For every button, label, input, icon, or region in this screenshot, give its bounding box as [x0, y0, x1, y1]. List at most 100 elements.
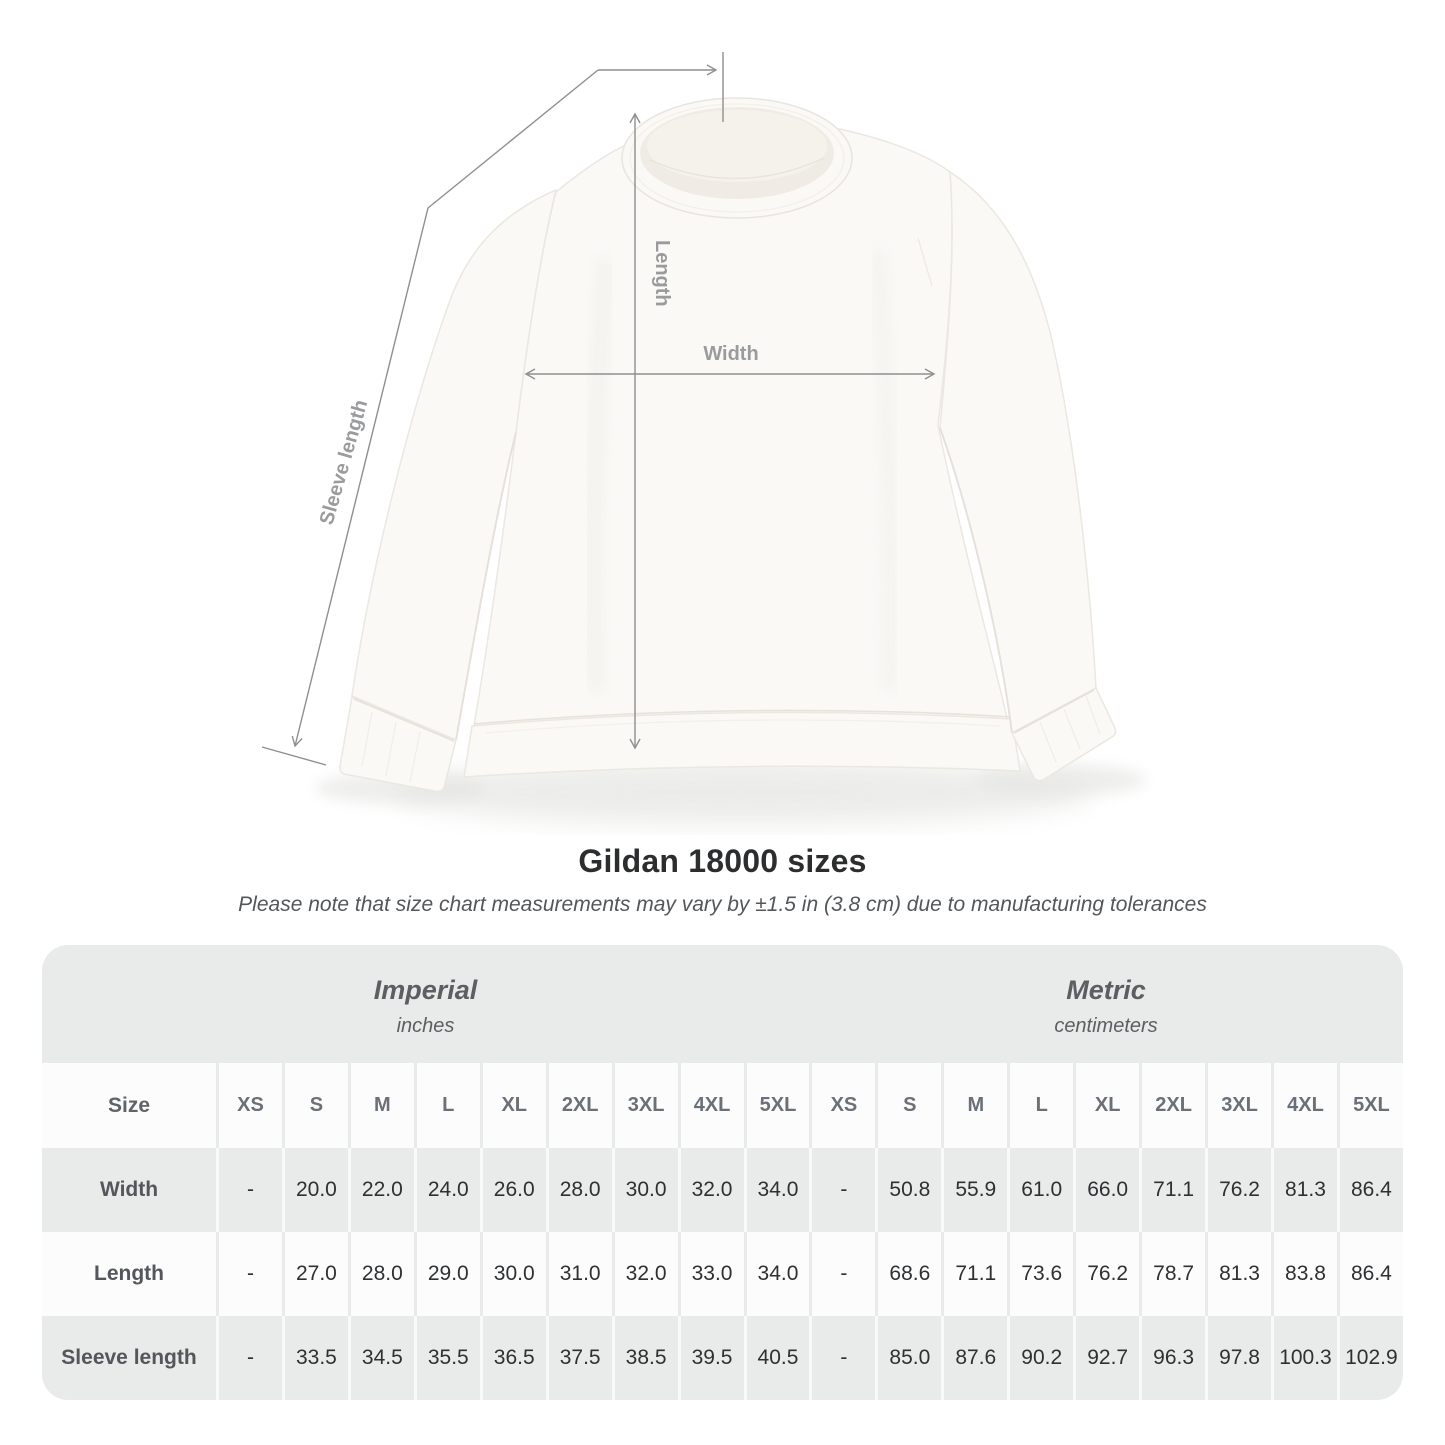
value-cell-imperial: 33.0 — [677, 1232, 744, 1316]
waistband — [463, 709, 1021, 778]
garment-diagram: Width Length Sleeve length — [261, 52, 1147, 824]
size-col-imperial-2xl: 2XL — [545, 1063, 612, 1148]
value-cell-imperial: 28.0 — [545, 1148, 612, 1232]
value-cell-metric: 76.2 — [1073, 1232, 1139, 1316]
value-cell-metric: 85.0 — [875, 1316, 941, 1400]
value-cell-imperial: - — [216, 1232, 282, 1316]
value-cell-metric: 97.8 — [1205, 1316, 1271, 1400]
size-col-imperial-3xl: 3XL — [611, 1063, 678, 1148]
size-col-imperial-xs: XS — [216, 1063, 282, 1148]
value-cell-imperial: 38.5 — [611, 1316, 678, 1400]
units-header: Imperial inches Metric centimeters — [42, 945, 1403, 1063]
value-cell-metric: 83.8 — [1271, 1232, 1337, 1316]
value-cell-metric: 102.9 — [1336, 1316, 1403, 1400]
size-col-metric-xs: XS — [809, 1063, 875, 1148]
value-cell-imperial: 40.5 — [743, 1316, 810, 1400]
value-cell-metric: 73.6 — [1007, 1232, 1073, 1316]
value-cell-imperial: 34.0 — [743, 1232, 810, 1316]
value-cell-imperial: 27.0 — [281, 1232, 348, 1316]
size-col-imperial-l: L — [413, 1063, 480, 1148]
cuff-tick — [261, 746, 327, 766]
value-cell-imperial: 33.5 — [281, 1316, 348, 1400]
value-cell-imperial: 26.0 — [479, 1148, 546, 1232]
metric-unit: centimeters — [1054, 1014, 1158, 1037]
imperial-section-header: Imperial inches — [42, 945, 809, 1063]
value-cell-imperial: 32.0 — [611, 1232, 678, 1316]
value-cell-metric: 87.6 — [941, 1316, 1007, 1400]
size-col-metric-5xl: 5XL — [1336, 1063, 1403, 1148]
table-row-length: Length -27.0 28.0 29.0 30.0 31.0 32.0 33.0 34.0-… — [42, 1232, 1403, 1316]
value-cell-metric: 50.8 — [875, 1148, 941, 1232]
row-label: Sleeve length — [61, 1346, 197, 1369]
size-header-row: Size XS S M L XL 2XL 3XL 4XL 5XL XS S M L XL 2XL 3XL 4XL… — [42, 1063, 1403, 1148]
collar — [621, 97, 853, 219]
metric-section-header: Metric centimeters — [809, 945, 1403, 1063]
value-cell-imperial: 34.5 — [347, 1316, 414, 1400]
value-cell-metric: 78.7 — [1139, 1232, 1205, 1316]
size-header-label: Size — [107, 1093, 151, 1117]
imperial-title: Imperial — [373, 974, 478, 1005]
size-col-metric-s: S — [875, 1063, 941, 1148]
value-cell-metric: 71.1 — [941, 1232, 1007, 1316]
table-body: Width -20.0 22.0 24.0 26.0 28.0 30.0 32.0 34.0-5… — [42, 1148, 1403, 1400]
table-row-sleeve-length: Sleeve length -33.5 34.5 35.5 36.5 37.5 38.5 39… — [42, 1316, 1403, 1400]
value-cell-metric: - — [809, 1148, 875, 1232]
left-sleeve — [339, 188, 558, 793]
value-cell-imperial: 22.0 — [347, 1148, 414, 1232]
size-col-metric-m: M — [941, 1063, 1007, 1148]
right-sleeve — [917, 170, 1117, 782]
metric-title: Metric — [1066, 974, 1146, 1005]
value-cell-metric: 90.2 — [1007, 1316, 1073, 1400]
sleeve-length-label: Sleeve length — [316, 397, 373, 527]
width-label: Width — [703, 343, 758, 365]
value-cell-imperial: 36.5 — [479, 1316, 546, 1400]
value-cell-metric: 86.4 — [1336, 1148, 1403, 1232]
value-cell-metric: 81.3 — [1271, 1148, 1337, 1232]
sweatshirt-illustration: Width Length Sleeve length — [261, 52, 1147, 824]
imperial-unit: inches — [396, 1014, 455, 1037]
value-cell-imperial: 30.0 — [479, 1232, 546, 1316]
value-cell-imperial: 24.0 — [413, 1148, 480, 1232]
size-table: Imperial inches Metric centimeters Size … — [42, 945, 1403, 1400]
page-title: Gildan 18000 sizes — [578, 843, 867, 879]
size-col-metric-2xl: 2XL — [1139, 1063, 1205, 1148]
value-cell-imperial: - — [216, 1316, 282, 1400]
value-cell-imperial: 35.5 — [413, 1316, 480, 1400]
value-cell-imperial: - — [216, 1148, 282, 1232]
size-col-imperial-4xl: 4XL — [677, 1063, 744, 1148]
value-cell-imperial: 20.0 — [281, 1148, 348, 1232]
size-col-imperial-s: S — [281, 1063, 348, 1148]
value-cell-metric: - — [809, 1316, 875, 1400]
value-cell-imperial: 34.0 — [743, 1148, 810, 1232]
size-col-imperial-xl: XL — [479, 1063, 546, 1148]
value-cell-imperial: 31.0 — [545, 1232, 612, 1316]
value-cell-metric: 100.3 — [1271, 1316, 1337, 1400]
value-cell-metric: 71.1 — [1139, 1148, 1205, 1232]
value-cell-imperial: 37.5 — [545, 1316, 612, 1400]
value-cell-metric: - — [809, 1232, 875, 1316]
row-label: Length — [94, 1262, 164, 1285]
value-cell-imperial: 29.0 — [413, 1232, 480, 1316]
size-col-metric-4xl: 4XL — [1271, 1063, 1337, 1148]
value-cell-metric: 86.4 — [1336, 1232, 1403, 1316]
value-cell-imperial: 32.0 — [677, 1148, 744, 1232]
left-cuff — [339, 695, 457, 793]
value-cell-metric: 92.7 — [1073, 1316, 1139, 1400]
right-cuff — [1011, 686, 1117, 782]
value-cell-metric: 68.6 — [875, 1232, 941, 1316]
table-row-width: Width -20.0 22.0 24.0 26.0 28.0 30.0 32.0 34.0-5… — [42, 1148, 1403, 1232]
value-cell-metric: 61.0 — [1007, 1148, 1073, 1232]
size-col-imperial-5xl: 5XL — [743, 1063, 810, 1148]
value-cell-imperial: 28.0 — [347, 1232, 414, 1316]
sleeve-arrow — [291, 69, 599, 748]
value-cell-metric: 55.9 — [941, 1148, 1007, 1232]
size-col-metric-l: L — [1007, 1063, 1073, 1148]
page-subtitle: Please note that size chart measurements… — [238, 893, 1207, 916]
length-label: Length — [651, 240, 673, 307]
size-col-metric-3xl: 3XL — [1205, 1063, 1271, 1148]
garment-shadow — [315, 760, 1147, 824]
value-cell-metric: 96.3 — [1139, 1316, 1205, 1400]
value-cell-metric: 76.2 — [1205, 1148, 1271, 1232]
value-cell-metric: 81.3 — [1205, 1232, 1271, 1316]
measurement-lines — [261, 52, 936, 766]
